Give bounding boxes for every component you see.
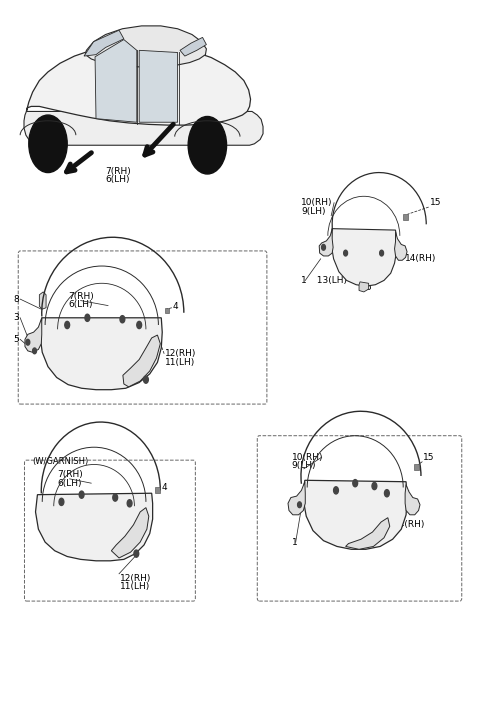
Polygon shape xyxy=(111,508,149,558)
Text: 15: 15 xyxy=(430,198,441,207)
Text: 13(LH): 13(LH) xyxy=(350,538,381,546)
Text: 1: 1 xyxy=(292,538,298,546)
Text: 3: 3 xyxy=(13,313,19,322)
Text: 9(LH): 9(LH) xyxy=(301,207,326,216)
Polygon shape xyxy=(85,26,206,67)
Text: 9(LH): 9(LH) xyxy=(292,462,316,470)
Circle shape xyxy=(65,321,70,329)
Polygon shape xyxy=(405,485,420,515)
Circle shape xyxy=(188,116,227,174)
Circle shape xyxy=(344,250,348,256)
Circle shape xyxy=(33,348,36,354)
Circle shape xyxy=(79,491,84,498)
Text: 14(RH): 14(RH) xyxy=(405,255,436,263)
Polygon shape xyxy=(359,282,369,292)
Text: 7(RH): 7(RH) xyxy=(68,292,94,301)
Text: 11(LH): 11(LH) xyxy=(120,582,150,591)
Polygon shape xyxy=(24,111,263,145)
Polygon shape xyxy=(25,318,42,352)
Text: 8: 8 xyxy=(13,295,19,303)
Polygon shape xyxy=(139,50,178,122)
Bar xyxy=(155,487,160,493)
Text: 4: 4 xyxy=(173,302,179,311)
Circle shape xyxy=(59,498,64,505)
Text: 12(RH): 12(RH) xyxy=(165,349,196,358)
Text: 7(RH): 7(RH) xyxy=(105,167,131,175)
Circle shape xyxy=(120,316,125,323)
Text: 12(RH): 12(RH) xyxy=(120,574,151,582)
Bar xyxy=(414,464,419,470)
Polygon shape xyxy=(95,40,137,122)
Polygon shape xyxy=(123,335,160,387)
Circle shape xyxy=(134,550,139,557)
Circle shape xyxy=(85,314,90,321)
Polygon shape xyxy=(331,229,396,286)
Text: 5: 5 xyxy=(123,341,129,349)
Circle shape xyxy=(384,490,389,497)
Text: 4: 4 xyxy=(161,483,167,492)
Circle shape xyxy=(322,244,325,250)
Text: 2: 2 xyxy=(108,372,113,381)
Circle shape xyxy=(29,115,67,173)
Circle shape xyxy=(127,500,132,507)
Text: 13(LH): 13(LH) xyxy=(311,276,347,285)
Text: 5: 5 xyxy=(333,519,339,528)
Polygon shape xyxy=(346,518,390,549)
Text: 5: 5 xyxy=(366,283,372,292)
Bar xyxy=(403,214,408,220)
Circle shape xyxy=(298,502,301,508)
Polygon shape xyxy=(26,45,251,125)
Polygon shape xyxy=(84,30,124,56)
Circle shape xyxy=(334,487,338,494)
Polygon shape xyxy=(303,480,407,549)
Polygon shape xyxy=(395,232,407,260)
Polygon shape xyxy=(39,292,46,309)
Polygon shape xyxy=(36,493,153,561)
Text: 10(RH): 10(RH) xyxy=(301,198,333,207)
Circle shape xyxy=(353,480,358,487)
Text: 14(RH): 14(RH) xyxy=(394,521,425,529)
Text: 10(RH): 10(RH) xyxy=(292,453,324,462)
Text: 15: 15 xyxy=(423,453,435,462)
Text: 6(LH): 6(LH) xyxy=(57,479,82,487)
Text: 6(LH): 6(LH) xyxy=(68,301,93,309)
Bar xyxy=(165,308,169,313)
Text: (W/GARNISH): (W/GARNISH) xyxy=(33,457,89,466)
Circle shape xyxy=(380,250,384,256)
Text: 7(RH): 7(RH) xyxy=(57,470,83,479)
Circle shape xyxy=(144,376,148,383)
Polygon shape xyxy=(288,482,305,515)
Polygon shape xyxy=(40,318,162,390)
Text: 2: 2 xyxy=(95,551,101,559)
Circle shape xyxy=(26,339,30,345)
Circle shape xyxy=(372,482,377,490)
Circle shape xyxy=(113,494,118,501)
Text: 11(LH): 11(LH) xyxy=(165,358,195,367)
Text: 6(LH): 6(LH) xyxy=(105,175,130,184)
Text: 5: 5 xyxy=(13,335,19,344)
Polygon shape xyxy=(319,229,333,256)
Text: 1: 1 xyxy=(301,276,307,285)
Circle shape xyxy=(137,321,142,329)
Polygon shape xyxy=(180,37,206,56)
